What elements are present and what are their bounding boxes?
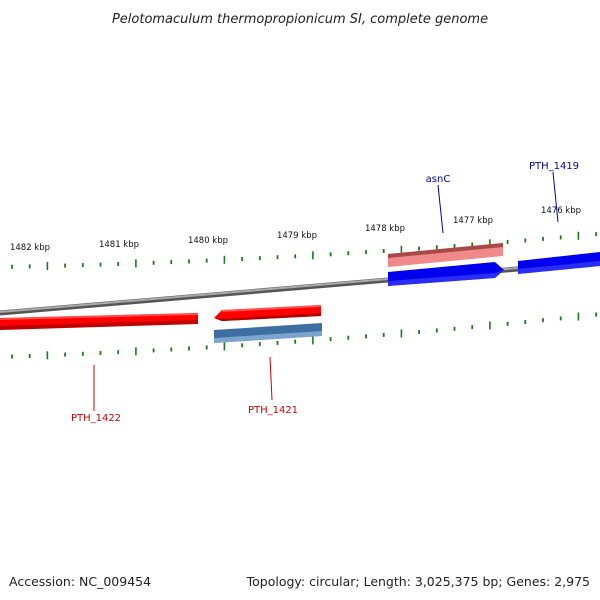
gene-asnC-cds[interactable] bbox=[388, 262, 504, 286]
gene-label-PTH_1421[interactable]: PTH_1421 bbox=[248, 405, 298, 416]
leader-line bbox=[269, 356, 273, 401]
ruler-ticks-bottom bbox=[11, 312, 597, 360]
ruler-label: 1481 kbp bbox=[99, 240, 139, 250]
gene-PTH_1421[interactable] bbox=[214, 305, 321, 321]
gene-PTH_1419[interactable] bbox=[518, 252, 600, 274]
ruler-label: 1480 kbp bbox=[188, 236, 228, 246]
map-title: Pelotomaculum thermopropionicum SI, comp… bbox=[112, 12, 488, 27]
gene-label-PTH_1419[interactable]: PTH_1419 bbox=[529, 161, 579, 172]
accession-text: Accession: NC_009454 bbox=[9, 574, 151, 589]
leader-line bbox=[552, 171, 559, 223]
ruler-label: 1476 kbp bbox=[541, 206, 581, 216]
ruler-label: 1477 kbp bbox=[453, 216, 493, 226]
leader-line bbox=[437, 184, 444, 234]
topology-text: Topology: circular; Length: 3,025,375 bp… bbox=[246, 574, 590, 589]
gene-label-PTH_1422[interactable]: PTH_1422 bbox=[71, 413, 121, 424]
ruler-label: 1478 kbp bbox=[365, 224, 405, 234]
gene-label-asnC[interactable]: asnC bbox=[426, 174, 451, 185]
gene-PTH_1422[interactable] bbox=[0, 313, 198, 330]
ruler-label: 1482 kbp bbox=[10, 243, 50, 253]
ruler-label: 1479 kbp bbox=[277, 231, 317, 241]
gene-asnC[interactable] bbox=[388, 243, 503, 267]
genome-backbone bbox=[0, 259, 600, 316]
gene-PTH_1421-cds[interactable] bbox=[214, 323, 322, 343]
